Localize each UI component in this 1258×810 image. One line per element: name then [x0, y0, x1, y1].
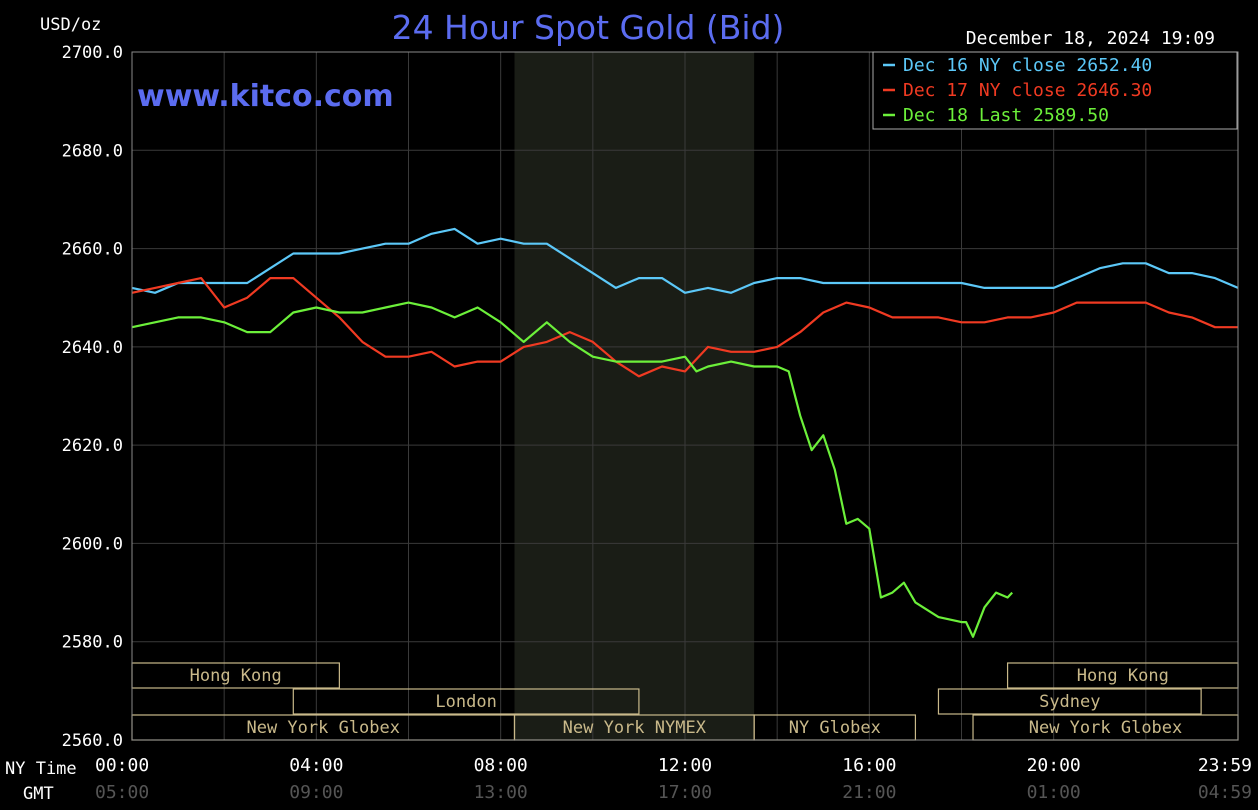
market-session: New York NYMEX: [513, 714, 755, 741]
plot-frame: [131, 51, 1239, 741]
market-session-label: Sydney: [1039, 692, 1100, 712]
y-tick-label: 2700.0: [62, 43, 123, 63]
market-session-label: New York Globex: [246, 718, 400, 738]
y-tick-label: 2580.0: [62, 633, 123, 653]
y-axis-ticks: 2700.0 2680.0 2660.0 2640.0 2620.0 2600.0 2580…: [62, 43, 123, 751]
x-tick-label-gmt: 04:59: [1198, 782, 1252, 803]
x-axis-ticks: 00:00 05:00 04:00 09:00 08:00 13:00 12:00 17:00…: [95, 755, 1252, 803]
x-tick-label-gmt: 21:00: [842, 782, 896, 803]
y-tick-label: 2560.0: [62, 731, 123, 751]
market-session-label: NY Globex: [789, 718, 881, 738]
market-session: Hong Kong: [131, 662, 340, 689]
market-session-box: [292, 688, 640, 715]
legend-label: Dec 17 NY close 2646.30: [903, 80, 1152, 101]
market-session-label: London: [435, 692, 496, 712]
x-tick-label-gmt: 05:00: [95, 782, 149, 803]
ny-time-label: NY Time: [5, 759, 77, 779]
chart-title: 24 Hour Spot Gold (Bid): [392, 8, 785, 47]
market-session: Sydney: [937, 688, 1202, 715]
legend-box: [872, 51, 1238, 130]
market-sessions: Hong Kong Hong Kong London Sydney New York G…: [131, 662, 1239, 741]
market-session-label: New York Globex: [1029, 718, 1183, 738]
market-session-label: New York NYMEX: [563, 718, 707, 738]
market-session-label: Hong Kong: [1077, 666, 1169, 686]
market-session: London: [292, 688, 640, 715]
series-line-dec16: [131, 227, 1239, 294]
legend-label: Dec 16 NY close 2652.40: [903, 55, 1152, 76]
market-session: NY Globex: [753, 714, 917, 741]
x-tick-label-gmt: 09:00: [289, 782, 343, 803]
y-tick-label: 2660.0: [62, 240, 123, 260]
x-tick-label-gmt: 01:00: [1027, 782, 1081, 803]
watermark-text: www.kitco.com: [137, 79, 394, 114]
timestamp: December 18, 2024 19:09: [966, 28, 1215, 49]
x-tick-label-ny: 08:00: [474, 755, 528, 776]
x-tick-label-ny: 00:00: [95, 755, 149, 776]
legend-label: Dec 18 Last 2589.50: [903, 105, 1109, 126]
legend-items: Dec 16 NY close 2652.40 Dec 17 NY close 2…: [883, 55, 1152, 126]
market-session: Hong Kong: [1006, 662, 1239, 689]
x-tick-label-ny: 23:59: [1198, 755, 1252, 776]
series-line-dec18: [131, 301, 1014, 638]
x-tick-label-gmt: 17:00: [658, 782, 712, 803]
x-tick-label-ny: 20:00: [1027, 755, 1081, 776]
x-tick-label-ny: 12:00: [658, 755, 712, 776]
y-tick-label: 2680.0: [62, 141, 123, 161]
y-tick-label: 2640.0: [62, 338, 123, 358]
x-tick-label-ny: 16:00: [842, 755, 896, 776]
x-tick-label-gmt: 13:00: [474, 782, 528, 803]
market-session-box: [937, 688, 1202, 715]
y-tick-label: 2620.0: [62, 436, 123, 456]
price-lines: [131, 227, 1239, 638]
legend: Dec 16 NY close 2652.40 Dec 17 NY close 2…: [872, 51, 1238, 130]
market-session-label: Hong Kong: [190, 666, 282, 686]
market-session: New York Globex: [131, 714, 516, 741]
nymex-session-shading: [514, 52, 755, 740]
chart-grid: [131, 51, 1239, 741]
series-line-dec17: [131, 277, 1238, 378]
x-tick-label-ny: 04:00: [289, 755, 343, 776]
units-label: USD/oz: [40, 15, 101, 35]
gmt-label: GMT: [23, 784, 54, 804]
y-tick-label: 2600.0: [62, 534, 123, 554]
market-session: New York Globex: [972, 714, 1239, 741]
